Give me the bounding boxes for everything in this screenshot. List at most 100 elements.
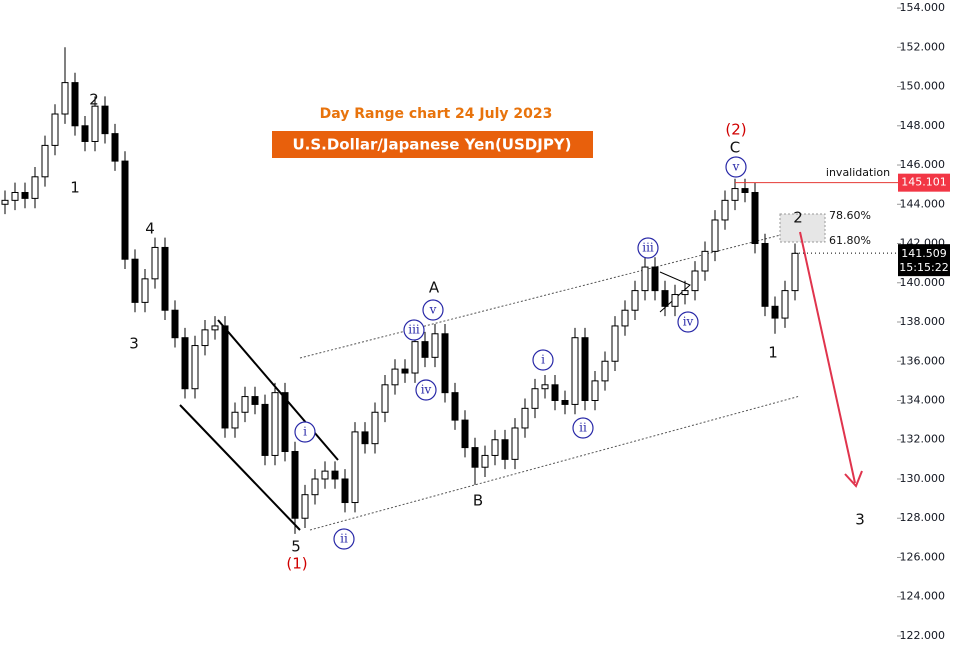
candle-body [351, 431, 359, 504]
candle-body [561, 399, 569, 405]
y-tick-label: 140.000 [900, 276, 946, 289]
candle-body [151, 246, 159, 280]
triangle [659, 271, 691, 313]
candle-body [51, 113, 59, 146]
chart-title: Day Range chart 24 July 2023 [320, 106, 553, 122]
candle-body [631, 290, 639, 311]
candle-body [251, 396, 259, 405]
candle-body [441, 333, 449, 394]
price-tag [898, 244, 950, 277]
candle-body [31, 176, 39, 199]
candle-body [541, 384, 549, 390]
candle-body [1, 199, 9, 205]
candle-body [781, 290, 789, 319]
candle-body [261, 403, 269, 456]
candle-body [71, 82, 79, 127]
fib-label: 61.80% [829, 234, 871, 247]
wave-circle [725, 156, 747, 178]
wave-label: 2 [793, 209, 803, 227]
candle-body [611, 325, 619, 362]
subtitle-box [272, 131, 593, 158]
drawings [179, 213, 863, 531]
wave-label: iv [421, 383, 432, 397]
wave-label: B [473, 492, 483, 510]
candle-body [751, 191, 759, 245]
arrow-head [844, 470, 863, 488]
candle-body [501, 439, 509, 460]
candle-body [331, 470, 339, 480]
y-tick-label: 130.000 [900, 472, 946, 485]
candle-body [81, 125, 89, 142]
y-tick-label: 126.000 [900, 550, 946, 563]
wave-circle [572, 417, 594, 439]
wave-label: 4 [145, 220, 155, 238]
y-tick-label: 144.000 [900, 197, 946, 210]
wave-circle [403, 319, 425, 341]
price-tag [898, 173, 950, 192]
candle-body [741, 188, 749, 193]
candle-body [731, 188, 739, 201]
candle-body [411, 341, 419, 374]
candle-body [161, 246, 169, 311]
wedge-line [217, 319, 339, 461]
candle-body [341, 478, 349, 504]
candle-body [371, 411, 379, 445]
invalidation-price: 145.101 [901, 176, 947, 189]
wave-circle [677, 311, 699, 333]
candle-body [711, 219, 719, 252]
candle-body [281, 392, 289, 453]
candle-body [211, 325, 219, 331]
candle-body [401, 368, 409, 374]
candle-body [581, 337, 589, 401]
candle-body [571, 337, 579, 405]
wave-label: A [429, 279, 440, 297]
candle-body [131, 258, 139, 303]
candle-body [601, 360, 609, 382]
wave-label: (1) [286, 555, 307, 573]
wave-label: 5 [291, 538, 301, 556]
y-tick-label: 132.000 [900, 433, 946, 446]
wave-label: 3 [855, 511, 865, 529]
y-tick-label: 148.000 [900, 119, 946, 132]
candle-body [41, 144, 49, 178]
candle-body [431, 333, 439, 358]
y-tick-label: 122.000 [900, 629, 946, 642]
y-tick-label: 124.000 [900, 590, 946, 603]
candle-body [181, 337, 189, 390]
wedge-line [179, 404, 301, 531]
candle-body [701, 250, 709, 272]
last-price: 141.509 [901, 247, 947, 260]
candle-body [491, 439, 499, 456]
candle-body [591, 380, 599, 401]
candle-body [451, 392, 459, 421]
candle-body [91, 105, 99, 142]
candle-body [651, 266, 659, 292]
wave-label: iii [642, 241, 654, 255]
y-tick-label: 150.000 [900, 80, 946, 93]
y-tick-label: 128.000 [900, 511, 946, 524]
candle-body [721, 199, 729, 221]
candle-body [521, 407, 529, 429]
candle-body [791, 252, 799, 292]
arrow [799, 231, 856, 484]
wave-circle [415, 379, 437, 401]
invalidation-label: invalidation [826, 166, 890, 179]
wave-circle [294, 421, 316, 443]
candle-body [61, 82, 69, 115]
candle-body [191, 345, 199, 390]
wave-label: C [730, 139, 740, 157]
y-tick-label: 134.000 [900, 393, 946, 406]
candle-body [301, 494, 309, 519]
candle-body [391, 368, 399, 386]
wave-label: ii [340, 532, 348, 546]
fib-zone [779, 213, 826, 243]
wave-circle [637, 237, 659, 259]
candle-body [381, 384, 389, 413]
candle-body [621, 309, 629, 327]
candle-body [21, 191, 29, 199]
candle-body [11, 191, 19, 201]
candle-body [511, 427, 519, 460]
y-tick-label: 136.000 [900, 354, 946, 367]
wave-label: 3 [129, 335, 139, 353]
wave-circle [422, 299, 444, 321]
